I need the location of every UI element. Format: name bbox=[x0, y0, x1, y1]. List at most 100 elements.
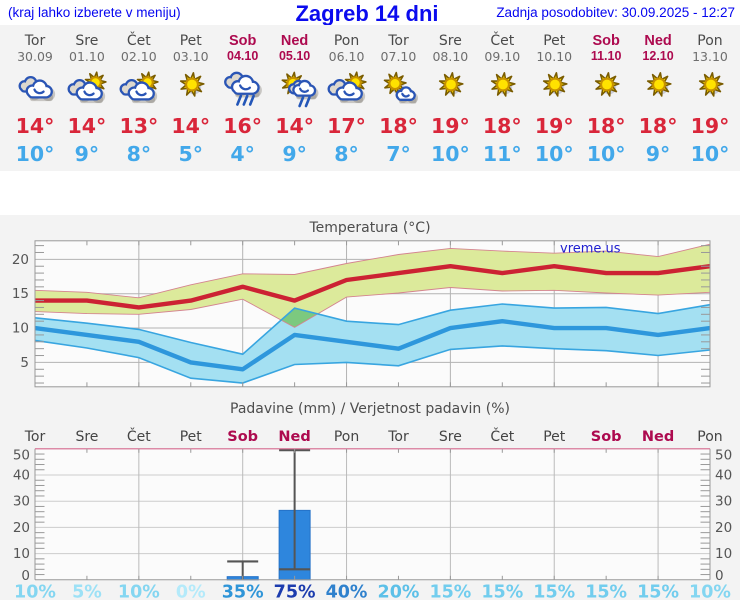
day-max-temp: 14° bbox=[67, 114, 107, 138]
day-max-temp: 18° bbox=[482, 114, 522, 138]
day-date: 06.10 bbox=[328, 48, 365, 64]
day-column: Pet 10.10 19° 10° bbox=[528, 25, 581, 171]
precip-y-label-left: 50 bbox=[13, 447, 30, 463]
precip-y-label-left: 30 bbox=[13, 494, 30, 510]
temp-chart-title: Temperatura (°C) bbox=[308, 220, 430, 236]
day-min-temp: 8° bbox=[126, 141, 152, 166]
icon-group bbox=[18, 76, 56, 102]
precip-y-label-right: 20 bbox=[715, 520, 732, 536]
icon-group bbox=[439, 72, 464, 97]
icon-shape bbox=[491, 72, 516, 97]
precip-y-label-right: 40 bbox=[715, 468, 732, 484]
rain-probability-label: 10% bbox=[14, 583, 56, 600]
max-temp-line bbox=[35, 264, 711, 310]
chart-rect bbox=[34, 240, 711, 388]
temp-y-label: 10 bbox=[12, 321, 29, 337]
sun-rain-icon bbox=[271, 71, 319, 114]
day-name: Tor bbox=[24, 33, 46, 49]
day-name: Čet bbox=[126, 33, 151, 49]
day-column: Tor 07.10 18° 7° bbox=[372, 25, 425, 171]
precip-y-label-right: 0 bbox=[715, 568, 724, 584]
sun-icon-graphic bbox=[179, 72, 205, 97]
day-column: Pon 13.10 19° 10° bbox=[684, 25, 737, 171]
icon-shape bbox=[33, 88, 45, 95]
precip-day-label: Pet bbox=[543, 429, 566, 445]
precip-day-label: Sre bbox=[439, 429, 462, 445]
sun-icon bbox=[426, 72, 474, 114]
icon-group bbox=[646, 72, 672, 97]
day-date: 04.10 bbox=[227, 48, 259, 63]
day-max-temp: 19° bbox=[690, 114, 730, 138]
precip-day-label: Ned bbox=[642, 429, 674, 445]
day-max-temp: 19° bbox=[534, 114, 574, 138]
day-min-temp: 8° bbox=[334, 141, 359, 166]
watermark-vreme-us: vreme.us bbox=[560, 242, 621, 257]
sun-icon bbox=[582, 72, 630, 114]
rain-probability-label: 40% bbox=[326, 583, 368, 600]
rain-probability-label: 75% bbox=[274, 583, 316, 600]
chart-line-segment bbox=[304, 96, 311, 108]
day-max-temp: 18° bbox=[586, 114, 626, 138]
day-name: Ned bbox=[280, 33, 309, 49]
day-date: 02.10 bbox=[120, 48, 157, 64]
day-date: 03.10 bbox=[172, 48, 209, 64]
day-max-temp: 14° bbox=[15, 114, 55, 138]
chart-line-segment bbox=[242, 94, 249, 106]
sun-icon bbox=[634, 72, 682, 114]
band-overlap bbox=[281, 308, 318, 328]
day-min-temp: 9° bbox=[645, 141, 671, 166]
rain-icon-graphic bbox=[223, 71, 262, 106]
sun-cloud-icon bbox=[115, 71, 163, 114]
day-column: Sre 08.10 19° 10° bbox=[424, 25, 477, 171]
icon-group bbox=[327, 71, 367, 104]
sun-cloud-icon-graphic bbox=[67, 71, 107, 104]
precip-day-label: Pon bbox=[697, 429, 722, 445]
day-min-temp: 9° bbox=[282, 141, 307, 166]
day-name: Sre bbox=[438, 33, 462, 49]
day-date: 10.10 bbox=[536, 48, 573, 64]
sun-cloud-icon-graphic bbox=[119, 71, 159, 104]
sun-icon bbox=[686, 72, 734, 114]
precip-chart-title: Padavine (mm) / Verjetnost padavin (%) bbox=[230, 401, 510, 417]
precip-y-label-right: 10 bbox=[715, 546, 732, 562]
cloudy-icon-graphic bbox=[18, 76, 56, 102]
sun-cloud-icon bbox=[323, 71, 371, 114]
chart-line-segment bbox=[297, 96, 304, 108]
day-name: Pet bbox=[543, 33, 566, 49]
precip-day-label: Pet bbox=[180, 429, 203, 445]
icon-shape bbox=[543, 72, 568, 97]
day-max-temp: 13° bbox=[119, 114, 159, 138]
icon-shape bbox=[298, 87, 309, 93]
sun-icon-graphic bbox=[698, 72, 724, 97]
day-max-temp: 14° bbox=[171, 114, 211, 138]
day-min-temp: 10° bbox=[534, 141, 574, 166]
day-min-temp: 9° bbox=[74, 141, 100, 166]
precipitation-chart: Padavine (mm) / Verjetnost padavin (%) To… bbox=[13, 401, 732, 600]
icon-group bbox=[119, 71, 159, 104]
chart-rect bbox=[35, 448, 710, 580]
icon-shape bbox=[652, 77, 666, 92]
day-max-temp: 14° bbox=[275, 114, 314, 138]
day-min-temp: 4° bbox=[230, 141, 255, 166]
day-min-temp: 10° bbox=[690, 141, 730, 166]
cloudy-icon bbox=[11, 72, 59, 114]
icon-shape bbox=[179, 72, 205, 97]
day-date: 08.10 bbox=[432, 48, 469, 64]
day-min-temp: 10° bbox=[430, 141, 470, 166]
precip-y-label-left: 0 bbox=[21, 568, 30, 584]
icon-group bbox=[384, 71, 419, 104]
rain-probability-label: 0% bbox=[176, 583, 206, 600]
rain-icon bbox=[219, 71, 267, 114]
day-name: Pet bbox=[179, 33, 202, 49]
day-date: 07.10 bbox=[380, 48, 417, 64]
min-temp-line bbox=[34, 318, 711, 372]
sun-icon-graphic bbox=[595, 72, 620, 97]
icon-shape bbox=[184, 77, 199, 92]
day-max-temp: 19° bbox=[430, 114, 470, 138]
sun-icon-graphic bbox=[646, 72, 672, 97]
rain-probability-label: 5% bbox=[72, 583, 102, 600]
icon-shape bbox=[401, 92, 411, 98]
icon-shape bbox=[444, 77, 459, 92]
rain-probability-label: 15% bbox=[481, 583, 523, 600]
precip-y-label-right: 50 bbox=[715, 447, 732, 463]
